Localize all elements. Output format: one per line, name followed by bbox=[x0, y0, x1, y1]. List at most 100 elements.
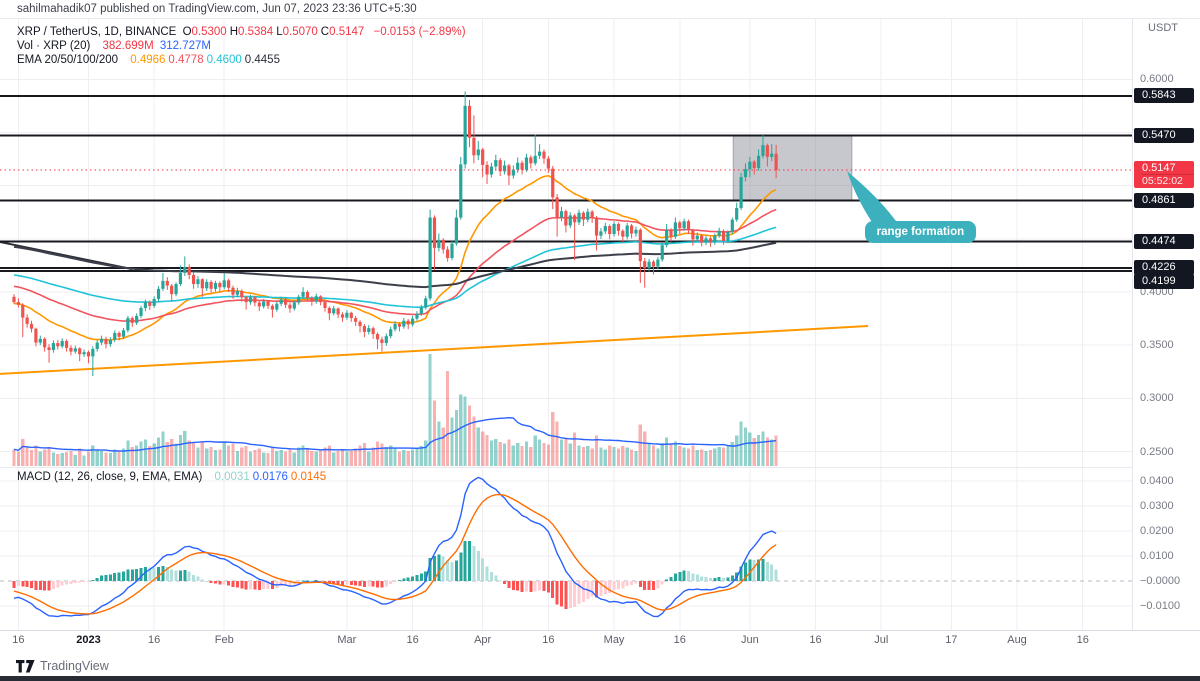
candle bbox=[384, 336, 388, 344]
time-axis-label: Feb bbox=[214, 634, 234, 646]
candle bbox=[362, 326, 366, 332]
candle bbox=[629, 225, 634, 234]
candle bbox=[424, 298, 428, 308]
candle bbox=[406, 320, 410, 325]
macd-axis-label: 0.0300 bbox=[1140, 500, 1174, 512]
candle bbox=[516, 162, 520, 170]
ascending-support[interactable] bbox=[0, 325, 869, 375]
candle bbox=[590, 211, 594, 218]
price-level-badge: 0.4226 bbox=[1134, 260, 1194, 276]
candle bbox=[757, 155, 761, 169]
candle bbox=[695, 235, 699, 240]
time-axis-label: 17 bbox=[945, 634, 958, 646]
time-axis-label: 16 bbox=[809, 634, 822, 646]
candle bbox=[564, 211, 568, 226]
candle bbox=[446, 249, 450, 258]
candle bbox=[625, 225, 629, 237]
candle bbox=[25, 317, 29, 324]
candle bbox=[100, 338, 104, 343]
candle bbox=[51, 343, 56, 350]
candle bbox=[555, 197, 559, 218]
grid bbox=[0, 19, 1132, 630]
candle bbox=[240, 290, 244, 298]
candle bbox=[472, 137, 476, 156]
candle bbox=[156, 288, 161, 299]
candle bbox=[29, 323, 34, 329]
candle bbox=[56, 343, 60, 347]
published-line: sahilmahadik07 published on TradingView.… bbox=[17, 3, 417, 15]
candle bbox=[665, 229, 669, 246]
price-axis-label: 0.6000 bbox=[1140, 73, 1174, 86]
candle bbox=[16, 302, 20, 305]
candle bbox=[191, 274, 196, 285]
candle bbox=[402, 320, 406, 327]
candle bbox=[415, 313, 419, 319]
candle bbox=[367, 328, 371, 332]
candle bbox=[253, 297, 257, 303]
candle bbox=[345, 312, 349, 318]
macd-line bbox=[13, 476, 777, 618]
candle bbox=[104, 338, 108, 345]
candle bbox=[678, 222, 682, 229]
candle bbox=[380, 339, 384, 344]
candle bbox=[735, 207, 739, 220]
candle bbox=[126, 318, 130, 331]
candle bbox=[743, 169, 748, 178]
candle bbox=[752, 161, 756, 169]
candle bbox=[354, 318, 358, 322]
tradingview-brand-name: TradingView bbox=[40, 659, 109, 673]
time-axis-label: Jun bbox=[740, 634, 759, 646]
candle bbox=[12, 296, 16, 303]
candle bbox=[170, 285, 174, 295]
time-axis-label: 16 bbox=[673, 634, 686, 646]
candle bbox=[319, 296, 323, 303]
candle bbox=[178, 272, 183, 285]
last-price-value: 0.5147 bbox=[1142, 162, 1176, 174]
price-axis-label: 0.3000 bbox=[1140, 392, 1174, 405]
candle bbox=[279, 299, 283, 304]
candle bbox=[82, 352, 86, 355]
candle bbox=[165, 280, 169, 286]
candle bbox=[113, 332, 117, 340]
candle bbox=[270, 305, 275, 310]
candle bbox=[634, 229, 638, 234]
range-formation-callout[interactable]: range formation bbox=[864, 220, 977, 243]
price-level-badge: 0.4861 bbox=[1134, 192, 1194, 208]
candle bbox=[174, 284, 178, 295]
candle bbox=[481, 149, 485, 165]
candle bbox=[476, 149, 480, 156]
candle bbox=[559, 211, 564, 218]
time-axis-label: Mar bbox=[337, 634, 357, 646]
candle bbox=[586, 211, 590, 220]
bar-countdown: 05:52:02 bbox=[1142, 174, 1194, 187]
candlestick-series bbox=[12, 91, 778, 377]
candle bbox=[765, 145, 769, 157]
candle bbox=[209, 281, 213, 289]
candle bbox=[358, 321, 362, 327]
time-axis-border bbox=[0, 630, 1200, 631]
candle bbox=[95, 342, 99, 349]
time-axis-label: May bbox=[603, 634, 625, 646]
candle bbox=[454, 217, 458, 244]
candle bbox=[64, 340, 69, 348]
candle bbox=[551, 168, 555, 198]
candle bbox=[520, 162, 524, 170]
candle bbox=[108, 339, 112, 345]
candle bbox=[60, 340, 64, 347]
tradingview-brand[interactable]: TradingView bbox=[16, 657, 109, 675]
quote-currency-label: USDT bbox=[1148, 22, 1178, 34]
ema50-line bbox=[13, 208, 777, 322]
price-level-badge: 0.5843 bbox=[1134, 88, 1194, 104]
candle bbox=[419, 307, 423, 314]
candle bbox=[529, 157, 533, 164]
candle bbox=[533, 155, 537, 164]
candle bbox=[21, 304, 25, 318]
time-axis-label: 16 bbox=[406, 634, 419, 646]
candle bbox=[599, 231, 603, 236]
candle bbox=[283, 299, 288, 305]
price-axis-label: 0.2500 bbox=[1140, 445, 1174, 458]
candle bbox=[244, 297, 248, 303]
candle bbox=[305, 292, 310, 298]
candle bbox=[643, 261, 647, 269]
